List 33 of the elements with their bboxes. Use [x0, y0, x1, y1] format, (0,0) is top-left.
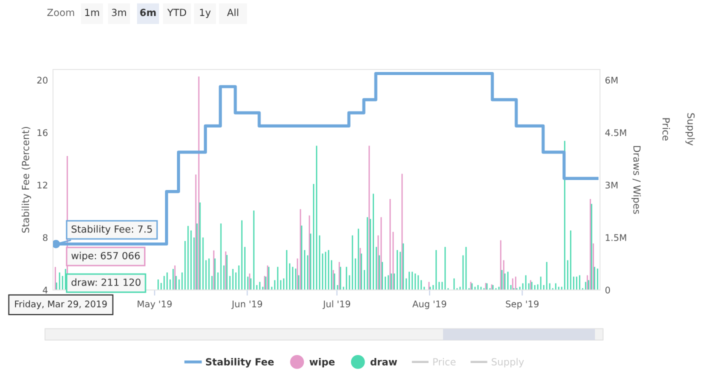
text: Price — [662, 118, 670, 141]
text: 6m — [140, 8, 156, 16]
legend-label: wipe — [310, 358, 335, 368]
x-tick-label: Sep '19 — [506, 300, 539, 310]
y-tick-label: 16 — [38, 129, 48, 136]
x-tick-label: Jul '19 — [322, 300, 350, 310]
annotation: draw: 211 120 — [72, 278, 140, 286]
x-tick-label: May '19 — [138, 300, 172, 310]
x-tick-label: Aug '19 — [412, 300, 446, 310]
y-tick-label: 12 — [38, 182, 48, 188]
legend-label: Stability Fee — [206, 358, 274, 368]
x-tick-label: Jun '19 — [231, 300, 262, 310]
text: All — [227, 8, 238, 16]
y-axis-title: Stability Fee (Percent) — [22, 127, 32, 233]
annotation: wipe: 657 066 — [71, 252, 140, 262]
text: 3m — [112, 8, 126, 16]
y2-tick-label: 0 — [605, 286, 610, 294]
y-tick-label: 4 — [42, 286, 48, 294]
text: 1m — [85, 8, 100, 16]
y2-tick-label: 6M — [605, 76, 618, 84]
legend-label: draw — [370, 358, 398, 366]
text: 1y — [200, 8, 211, 18]
y2-tick-label: 4.5M — [605, 129, 626, 136]
y-tick-label: 8 — [42, 234, 48, 242]
text: Friday, Mar 29, 2019 — [15, 300, 107, 310]
text: Zoom — [47, 8, 74, 16]
text: Supply — [685, 113, 695, 146]
text: YTD — [167, 8, 186, 16]
y2-axis-title: Draws / Wipes — [631, 146, 641, 214]
y2-tick-label: 1.5M — [606, 234, 626, 242]
annotation: Stability Fee: 7.5 — [72, 225, 152, 235]
y-tick-label: 20 — [37, 76, 48, 84]
y2-tick-label: 3M — [606, 182, 618, 189]
